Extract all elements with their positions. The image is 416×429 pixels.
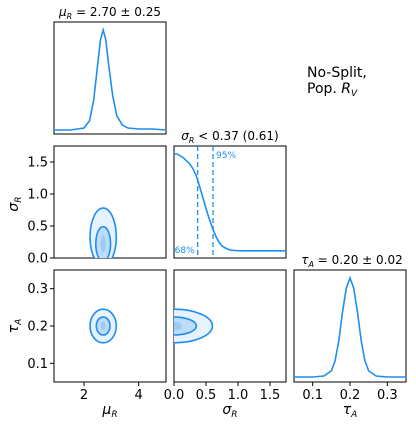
sigma-vs-mu-group xyxy=(89,207,118,258)
xlabel-mu: μR xyxy=(101,402,117,420)
mu-marginal-curve xyxy=(54,26,167,131)
xlabel-tau: τA xyxy=(343,402,358,420)
tau-vs-mu-density-core xyxy=(100,321,106,331)
ylabel-sigma: σR xyxy=(6,196,24,211)
title-mu-marginal: μR = 2.70 ± 0.25 xyxy=(58,5,161,21)
tau-vs-sigma-group xyxy=(174,308,214,344)
x-mu-ticklabel-0: 2 xyxy=(80,388,88,403)
y-sigma-ticklabel-0: 0.0 xyxy=(27,252,48,267)
title-tau-marginal: τA = 0.20 ± 0.02 xyxy=(301,253,403,269)
percentile-label-0: 68% xyxy=(175,246,195,256)
x-tau-ticklabel-2: 0.3 xyxy=(377,388,398,403)
x-sigma-ticklabel-0: 0.0 xyxy=(164,388,185,403)
x-sigma-ticklabel-1: 0.5 xyxy=(196,388,217,403)
note-line-1: No-Split, xyxy=(307,65,367,81)
percentile-label-1: 95% xyxy=(216,151,236,161)
tau-vs-sigma-density-core xyxy=(174,321,182,331)
y-tau-ticklabel-0: 0.1 xyxy=(27,357,48,372)
note-line-2: Pop. RV xyxy=(307,81,358,99)
title-sigma-marginal: σR < 0.37 (0.61) xyxy=(181,129,278,145)
x-tau-ticklabel-0: 0.1 xyxy=(302,388,323,403)
tau-vs-mu-group xyxy=(89,308,118,344)
xlabel-sigma: σR xyxy=(222,402,237,420)
panel-sigma-marginal xyxy=(173,145,287,259)
y-sigma-ticklabel-2: 1.0 xyxy=(27,188,48,203)
x-sigma-ticklabel-2: 1.0 xyxy=(228,388,249,403)
x-mu-ticklabel-1: 4 xyxy=(135,388,143,403)
y-sigma-ticklabel-1: 0.5 xyxy=(27,220,48,235)
panel-mu-marginal xyxy=(53,21,167,135)
chart-marks: 68% 95% 2 4 0.0 0.5 1.0 1.5 0.1 0.2 0.3 0.0 0.5 1.0 1.… xyxy=(27,26,406,403)
x-tau-ticklabel-1: 0.2 xyxy=(340,388,361,403)
panel-tau-marginal xyxy=(293,269,407,383)
tau-vs-mu-inner-contour xyxy=(95,316,111,336)
ylabel-tau: τA xyxy=(6,319,24,334)
y-sigma-ticklabel-3: 1.5 xyxy=(27,156,48,171)
tau-vs-sigma-inner-contour xyxy=(174,316,198,336)
y-tau-ticklabel-2: 0.3 xyxy=(27,282,48,297)
x-sigma-ticklabel-3: 1.5 xyxy=(260,388,281,403)
sigma-vs-mu-density-core xyxy=(100,235,106,253)
sigma-marginal-curve xyxy=(174,153,286,252)
sigma-vs-mu-inner-contour xyxy=(94,225,112,258)
y-tau-ticklabel-1: 0.2 xyxy=(27,320,48,335)
tau-marginal-curve xyxy=(294,275,406,378)
